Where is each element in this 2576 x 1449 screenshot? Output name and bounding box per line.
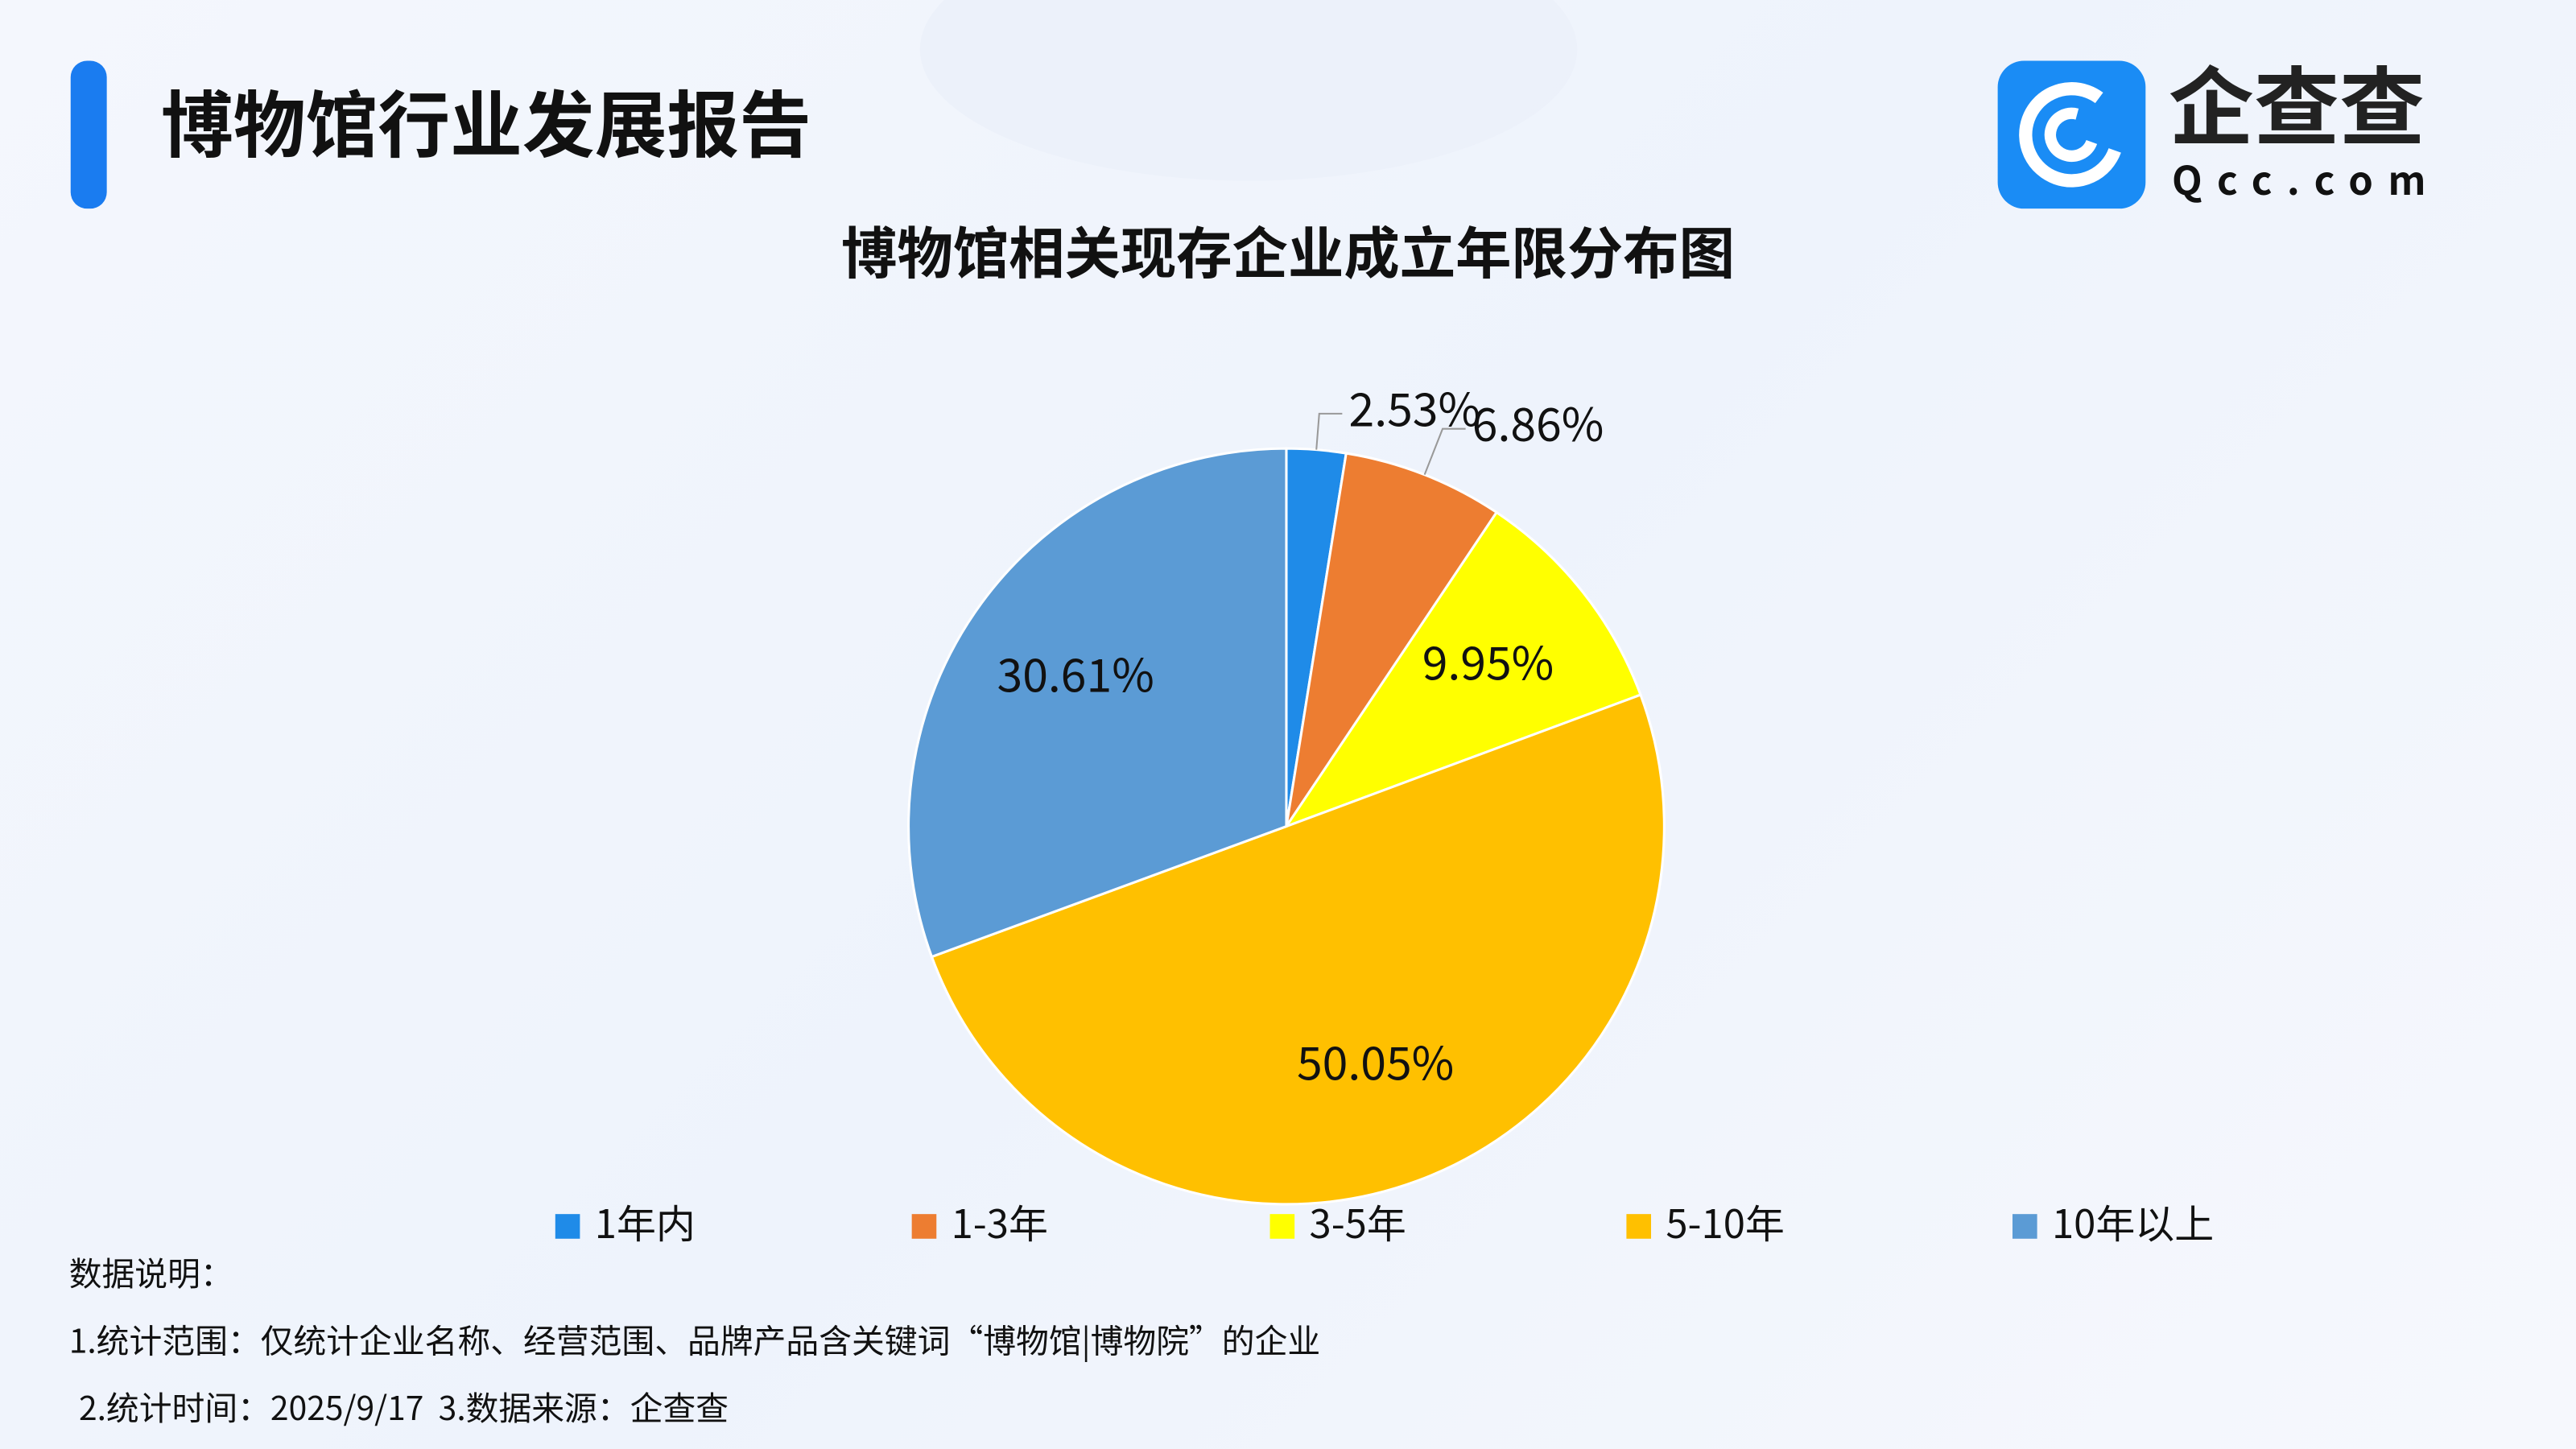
logo-domain: Qcc.com <box>2172 150 2441 207</box>
data-label: 6.86% <box>1472 389 1604 455</box>
bg-glow <box>919 0 1578 181</box>
legend-swatch <box>911 1214 937 1239</box>
legend: 1年内 1-3年 3-5年 5-10年 10年以上 <box>555 1193 2214 1250</box>
leader-line <box>1423 427 1466 476</box>
pie-slice <box>907 447 1288 959</box>
legend-label: 1-3年 <box>952 1193 1048 1250</box>
data-label: 2.53% <box>1349 374 1481 440</box>
legend-label: 1年内 <box>595 1193 696 1250</box>
data-label: 30.61% <box>997 639 1154 705</box>
pie-slice <box>930 693 1666 1206</box>
notes-heading: 数据说明： <box>69 1248 233 1295</box>
legend-swatch <box>1626 1214 1652 1239</box>
chart-title: 博物馆相关现存企业成立年限分布图 <box>841 208 1735 289</box>
legend-label: 3-5年 <box>1310 1193 1406 1250</box>
pie-slice <box>1285 452 1499 828</box>
logo-text: 企查查 <box>2169 39 2425 163</box>
data-label: 50.05% <box>1297 1027 1454 1093</box>
legend-label: 5-10年 <box>1666 1193 1785 1250</box>
leader-line <box>1315 412 1343 450</box>
pie-slice <box>1283 510 1642 829</box>
notes-line: 2.统计时间：2025/9/17 3.数据来源：企查查 <box>79 1382 729 1430</box>
pie-chart: 2.53%6.86% 9.95% 50.05% 30.61% <box>907 374 1666 1206</box>
legend-label: 10年以上 <box>2052 1193 2214 1250</box>
legend-swatch <box>2013 1214 2037 1239</box>
legend-swatch <box>1269 1214 1295 1239</box>
data-label: 9.95% <box>1422 627 1554 693</box>
notes-line: 1.统计范围：仅统计企业名称、经营范围、品牌产品含关键词“博物馆|博物院”的企业 <box>69 1315 1320 1362</box>
logo-ring-inner <box>2044 107 2099 163</box>
title-accent <box>70 60 107 209</box>
legend-swatch <box>555 1214 580 1239</box>
page-title: 博物馆行业发展报告 <box>161 68 811 172</box>
